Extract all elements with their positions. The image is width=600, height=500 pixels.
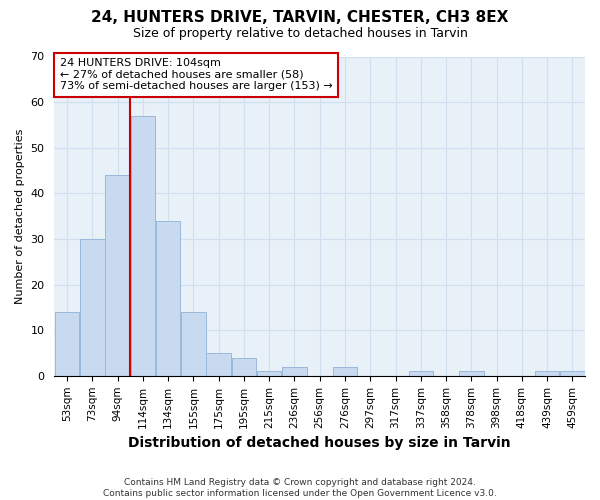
X-axis label: Distribution of detached houses by size in Tarvin: Distribution of detached houses by size … (128, 436, 511, 450)
Bar (181, 312, 206, 376)
Bar (55, 312, 79, 376)
Bar (535, 372, 559, 376)
Bar (282, 366, 307, 376)
Text: 24, HUNTERS DRIVE, TARVIN, CHESTER, CH3 8EX: 24, HUNTERS DRIVE, TARVIN, CHESTER, CH3 … (91, 10, 509, 25)
Bar (156, 220, 181, 376)
Bar (106, 175, 130, 376)
Bar (131, 116, 155, 376)
Bar (459, 372, 484, 376)
Bar (560, 372, 584, 376)
Text: Contains HM Land Registry data © Crown copyright and database right 2024.
Contai: Contains HM Land Registry data © Crown c… (103, 478, 497, 498)
Bar (232, 358, 256, 376)
Text: 24 HUNTERS DRIVE: 104sqm
← 27% of detached houses are smaller (58)
73% of semi-d: 24 HUNTERS DRIVE: 104sqm ← 27% of detach… (60, 58, 332, 92)
Text: Size of property relative to detached houses in Tarvin: Size of property relative to detached ho… (133, 28, 467, 40)
Bar (206, 353, 231, 376)
Bar (257, 372, 281, 376)
Bar (80, 239, 104, 376)
Bar (333, 366, 357, 376)
Bar (409, 372, 433, 376)
Y-axis label: Number of detached properties: Number of detached properties (15, 128, 25, 304)
